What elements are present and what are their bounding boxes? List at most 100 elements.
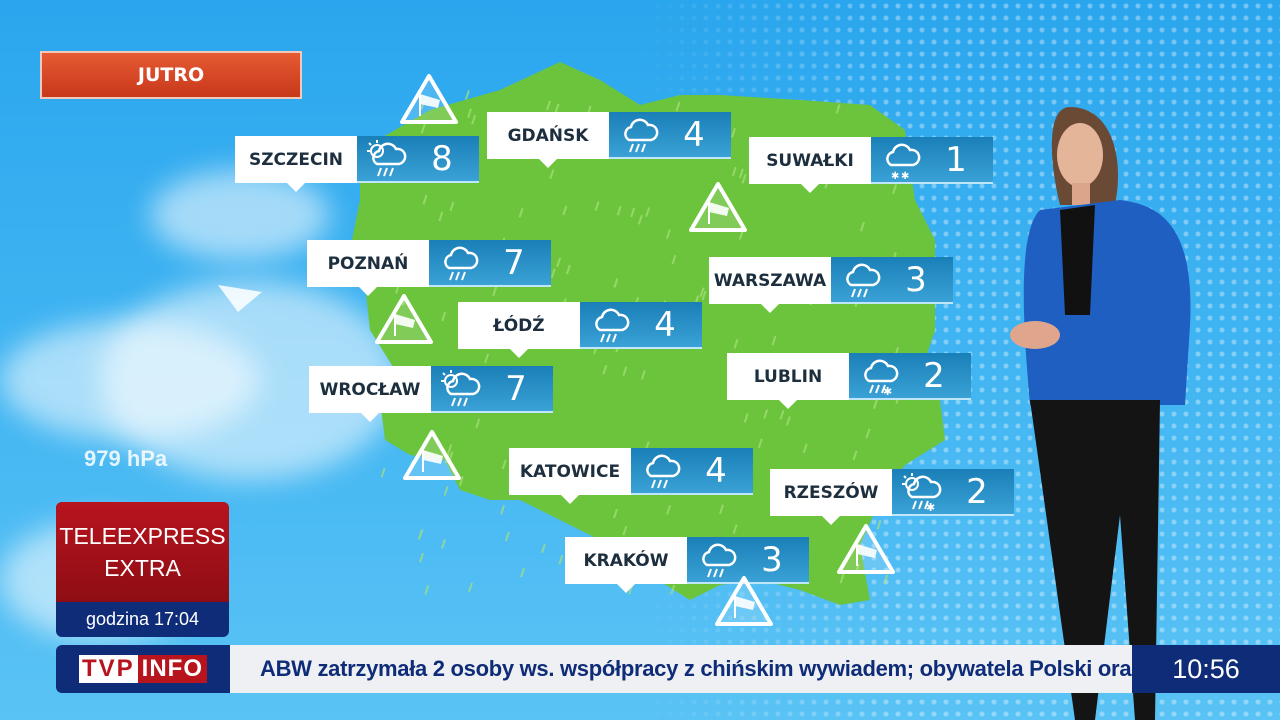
temperature: 4 (683, 114, 705, 155)
rain-streak (785, 416, 791, 426)
rain-streak (675, 101, 681, 112)
rain-streak (779, 409, 785, 420)
rain-streak (464, 90, 470, 100)
rain-streak (554, 103, 560, 114)
temperature: 4 (654, 304, 676, 345)
rain-streak (763, 409, 769, 419)
rain-streak (876, 519, 882, 530)
rain-streak (447, 444, 453, 454)
svg-text:✱: ✱ (891, 171, 899, 181)
wind-warning-icon (401, 428, 463, 482)
sun-cloud-rain-icon (357, 136, 417, 182)
rain-streak (602, 364, 608, 375)
rain-streak (701, 290, 707, 301)
forecast-box: 4 (631, 448, 753, 495)
sun-cloud-rain-snow-icon: ✱ (892, 469, 952, 515)
rain-streak (475, 418, 481, 429)
clock: 10:56 (1132, 645, 1280, 693)
rain-streak (852, 450, 858, 461)
cloud-rain-icon (831, 257, 891, 303)
forecast-box: 4 (580, 302, 702, 349)
rain-streak (757, 438, 763, 449)
cloud-rain-snow-icon: ✱ (849, 353, 909, 399)
forecast-box: 4 (609, 112, 731, 159)
rain-streak (424, 584, 430, 595)
cloud-rain-icon (687, 537, 747, 583)
rain-streak (860, 221, 865, 232)
temperature: 3 (761, 539, 783, 580)
rain-streak (518, 208, 524, 218)
cloud-snow-icon: ✱ ✱ (871, 137, 931, 183)
rain-streak (666, 505, 671, 515)
svg-text:✱: ✱ (883, 385, 892, 397)
city-name: KRAKÓW (565, 537, 687, 593)
rain-streak (640, 370, 646, 380)
presenter (1010, 107, 1191, 720)
temperature: 3 (905, 259, 927, 300)
wind-arrow-icon (218, 285, 262, 312)
city-forecast: KRAKÓW 3 (565, 537, 809, 593)
rain-streak (562, 205, 568, 216)
city-name: POZNAŃ (307, 240, 429, 296)
rain-streak (883, 574, 889, 585)
rain-streak (719, 504, 724, 515)
rain-streak (731, 127, 736, 138)
rain-streak (501, 459, 507, 470)
rain-streak (637, 215, 643, 225)
rain-streak (484, 353, 490, 364)
svg-text:✱: ✱ (901, 171, 909, 181)
rain-streak (419, 552, 424, 563)
wind-warning-icon (687, 180, 749, 234)
rain-streak (665, 229, 671, 239)
temperature: 4 (705, 450, 727, 491)
city-forecast: WROCŁAW 7 (309, 366, 553, 422)
rain-streak (594, 201, 600, 211)
city-forecast: SUWAŁKI ✱ ✱ 1 (749, 137, 993, 193)
rain-streak (613, 508, 618, 519)
city-forecast: SZCZECIN 8 (235, 136, 479, 192)
rain-streak (546, 100, 551, 111)
rain-streak (558, 554, 564, 565)
temperature: 2 (923, 355, 945, 396)
logo-tvp: TVP (78, 655, 138, 683)
city-name: LUBLIN (727, 353, 849, 409)
forecast-box: ✱ 2 (849, 353, 971, 400)
temperature: 7 (503, 242, 525, 283)
wind-warning-icon (373, 292, 435, 346)
rain-streak (422, 194, 428, 205)
city-name: GDAŃSK (487, 112, 609, 168)
rain-streak (467, 108, 473, 119)
rain-streak (622, 366, 628, 376)
rain-streak (671, 254, 677, 265)
forecast-box: ✱ ✱ 1 (871, 137, 993, 184)
rain-streak (471, 114, 477, 125)
pressure-label: 979 hPa (84, 446, 168, 471)
rain-streak (865, 428, 871, 439)
rain-streak (449, 201, 455, 212)
cloud-rain-icon (609, 112, 669, 158)
forecast-day-banner: JUTRO (40, 51, 302, 99)
rain-streak (438, 211, 444, 222)
rain-streak (520, 567, 525, 578)
temperature: 8 (431, 138, 453, 179)
city-name: SUWAŁKI (749, 137, 871, 193)
rain-streak (630, 207, 636, 218)
rain-streak (771, 335, 777, 346)
rain-streak (839, 573, 845, 584)
rain-streak (443, 486, 449, 496)
rain-streak (565, 264, 571, 275)
program-title: TELEEXPRESS (59, 523, 226, 549)
city-name: KATOWICE (509, 448, 631, 504)
city-name: WROCŁAW (309, 366, 431, 422)
temperature: 7 (505, 368, 527, 409)
city-name: ŁÓDŹ (458, 302, 580, 358)
rain-streak (613, 278, 619, 288)
city-name: WARSZAWA (709, 257, 831, 313)
rain-streak (500, 504, 506, 515)
program-time: godzina 17:04 (85, 609, 200, 629)
forecast-box: 7 (431, 366, 553, 413)
rain-streak (468, 582, 473, 593)
forecast-box: ✱ 2 (892, 469, 1014, 516)
svg-text:✱: ✱ (926, 501, 935, 513)
logo-info: INFO (137, 655, 207, 683)
